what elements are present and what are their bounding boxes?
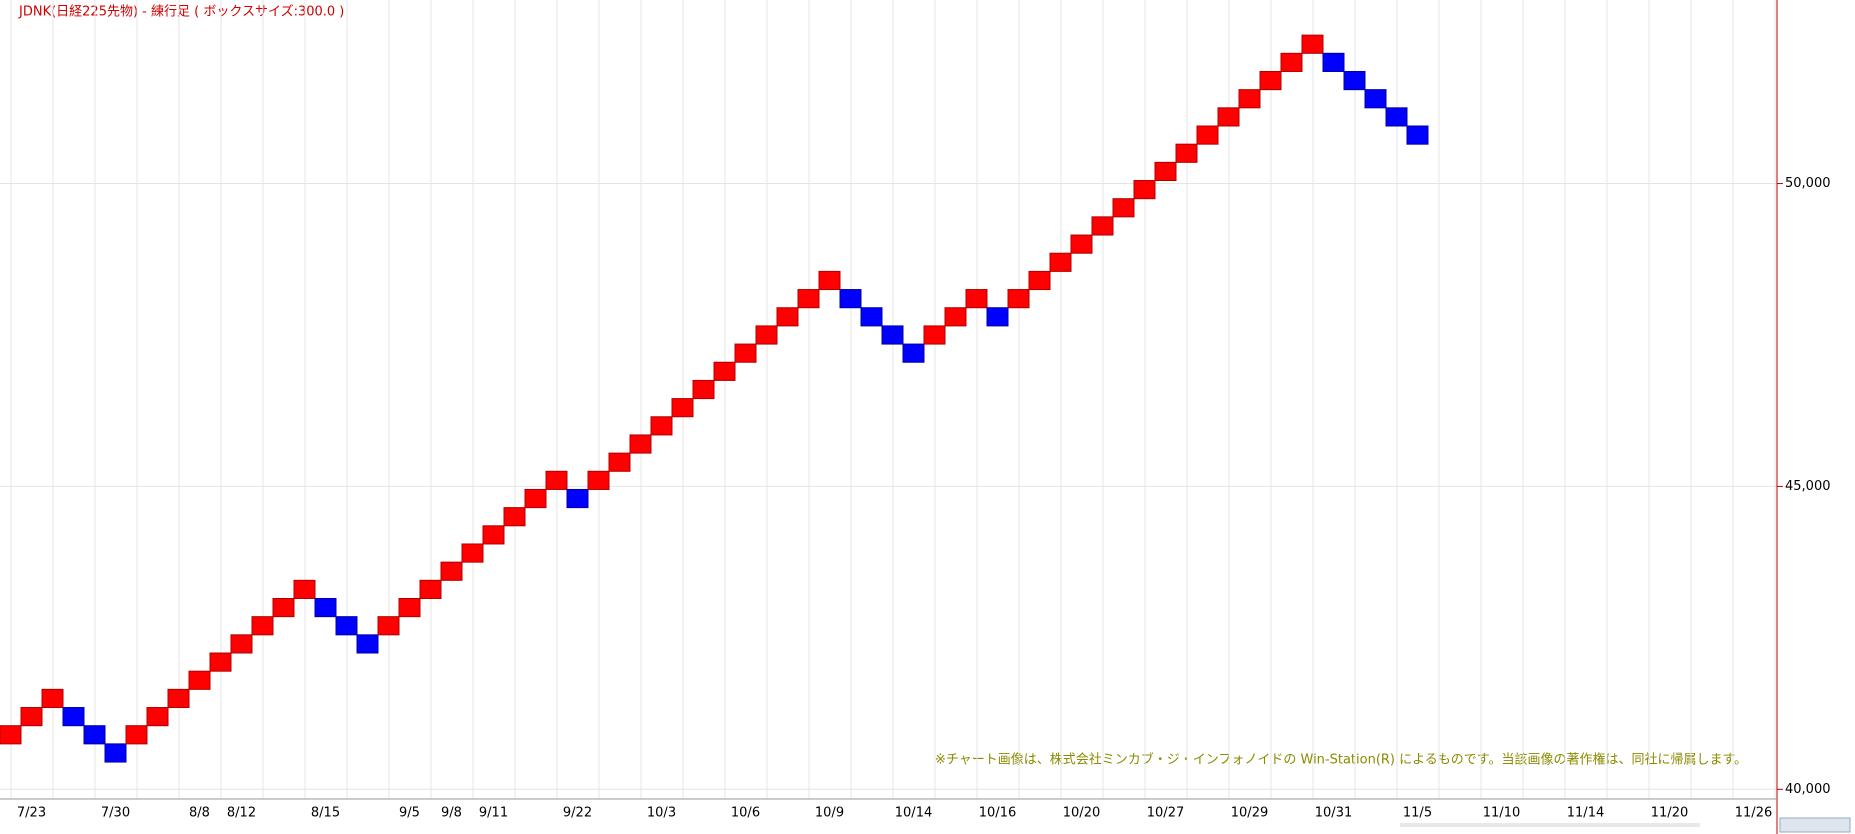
renko-brick — [125, 725, 148, 745]
renko-brick — [293, 579, 316, 599]
renko-brick — [272, 597, 295, 618]
x-tick-label: 11/14 — [1567, 806, 1604, 821]
renko-brick — [1217, 107, 1240, 127]
x-tick-label: 10/27 — [1147, 806, 1184, 821]
x-tick-label: 11/26 — [1735, 806, 1772, 821]
y-tick-label: 40,000 — [1785, 782, 1831, 797]
renko-brick — [755, 325, 778, 345]
renko-brick — [83, 725, 106, 745]
renko-brick — [1196, 125, 1219, 145]
renko-brick — [1238, 89, 1261, 109]
renko-brick — [1406, 125, 1429, 145]
renko-brick — [1028, 270, 1051, 291]
renko-brick — [503, 507, 526, 527]
x-tick-label: 7/23 — [17, 806, 46, 821]
x-tick-label: 10/3 — [647, 806, 676, 821]
x-tick-label: 9/11 — [479, 806, 508, 821]
x-tick-label: 10/31 — [1315, 806, 1352, 821]
renko-brick — [356, 634, 379, 654]
renko-brick — [1070, 234, 1093, 254]
x-tick-label: 7/30 — [101, 806, 130, 821]
x-tick-label: 10/16 — [979, 806, 1016, 821]
renko-brick — [1301, 34, 1324, 54]
renko-brick — [419, 579, 442, 599]
x-tick-label: 9/22 — [563, 806, 592, 821]
renko-brick — [566, 488, 589, 509]
renko-brick — [167, 688, 190, 709]
renko-brick — [650, 416, 673, 436]
renko-brick — [335, 616, 358, 636]
renko-brick — [1154, 161, 1177, 182]
x-tick-label: 8/15 — [311, 806, 340, 821]
renko-brick — [734, 343, 757, 363]
x-tick-label: 11/20 — [1651, 806, 1688, 821]
renko-brick — [398, 597, 421, 618]
y-tick-label: 50,000 — [1785, 176, 1831, 191]
renko-brick — [587, 470, 610, 490]
renko-brick — [482, 525, 505, 545]
renko-brick — [377, 616, 400, 636]
renko-brick — [1385, 107, 1408, 127]
renko-brick — [671, 398, 694, 418]
renko-brick — [1091, 216, 1114, 236]
renko-brick — [188, 670, 211, 690]
x-tick-label: 10/9 — [815, 806, 844, 821]
renko-brick — [818, 270, 841, 291]
renko-brick — [692, 379, 715, 400]
renko-brick — [860, 307, 883, 327]
renko-brick — [923, 325, 946, 345]
renko-brick — [545, 470, 568, 490]
copyright-note: ※チャート画像は、株式会社ミンカブ・ジ・インフォノイドの Win-Station… — [935, 752, 1747, 768]
renko-brick — [944, 307, 967, 327]
x-tick-label: 11/5 — [1403, 806, 1432, 821]
renko-brick — [20, 707, 43, 727]
renko-brick — [524, 488, 547, 509]
renko-brick — [1343, 70, 1366, 91]
renko-brick — [881, 325, 904, 345]
renko-brick — [1364, 89, 1387, 109]
scrollbar[interactable] — [1400, 823, 1700, 827]
x-tick-label: 9/8 — [441, 806, 462, 821]
renko-brick — [1112, 198, 1135, 218]
x-tick-label: 8/8 — [189, 806, 210, 821]
renko-brick — [1259, 70, 1282, 91]
y-tick-label: 45,000 — [1785, 479, 1831, 494]
renko-brick — [104, 743, 127, 763]
renko-brick — [839, 289, 862, 309]
renko-brick — [1280, 52, 1303, 72]
renko-brick — [41, 688, 64, 709]
renko-brick — [1322, 52, 1345, 72]
renko-brick — [776, 307, 799, 327]
renko-brick — [209, 652, 232, 672]
toolbar[interactable] — [1779, 817, 1851, 833]
renko-brick — [440, 561, 463, 581]
renko-brick — [230, 634, 253, 654]
renko-brick — [629, 434, 652, 454]
renko-brick — [1175, 143, 1198, 163]
renko-brick — [146, 707, 169, 727]
x-tick-label: 8/12 — [227, 806, 256, 821]
renko-brick — [713, 361, 736, 381]
renko-brick — [1007, 289, 1030, 309]
x-tick-label: 10/6 — [731, 806, 760, 821]
renko-brick — [902, 343, 925, 363]
x-tick-label: 9/5 — [399, 806, 420, 821]
renko-brick — [965, 289, 988, 309]
renko-brick — [314, 597, 337, 618]
renko-brick — [251, 616, 274, 636]
renko-brick — [1049, 252, 1072, 272]
renko-brick — [986, 307, 1009, 327]
renko-brick — [62, 707, 85, 727]
renko-brick — [1133, 180, 1156, 200]
renko-brick — [461, 543, 484, 563]
renko-brick — [0, 725, 22, 745]
renko-brick — [797, 289, 820, 309]
x-tick-label: 10/14 — [895, 806, 932, 821]
x-tick-label: 11/10 — [1483, 806, 1520, 821]
renko-brick — [608, 452, 631, 472]
x-tick-label: 10/29 — [1231, 806, 1268, 821]
x-tick-label: 10/20 — [1063, 806, 1100, 821]
chart-title: JDNK(日経225先物) - 練行足 ( ボックスサイズ:300.0 ) — [18, 4, 344, 20]
